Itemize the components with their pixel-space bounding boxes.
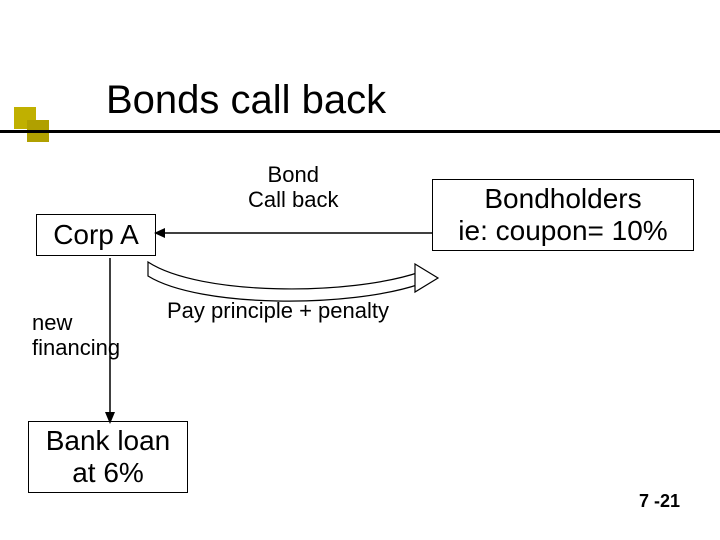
node-bankloan: Bank loan at 6%	[28, 421, 188, 493]
node-bondholders-line2: ie: coupon= 10%	[458, 215, 667, 247]
node-bankloan-line2: at 6%	[72, 457, 144, 489]
title-underline	[0, 130, 720, 133]
node-bondholders: Bondholders ie: coupon= 10%	[432, 179, 694, 251]
label-new-financing: new financing	[32, 310, 120, 361]
label-new-financing-line2: financing	[32, 335, 120, 360]
slide-title: Bonds call back	[106, 78, 386, 123]
label-bond-callback: Bond Call back	[248, 162, 338, 213]
slide-canvas: Bonds call back Corp A Bondholders ie: c…	[0, 0, 720, 540]
node-corp-a-text: Corp A	[53, 219, 139, 251]
slide-number: 7 -21	[639, 491, 680, 512]
node-corp-a: Corp A	[36, 214, 156, 256]
node-bankloan-line1: Bank loan	[46, 425, 171, 457]
arrow-pay-curve	[148, 262, 420, 301]
label-bond-callback-line2: Call back	[248, 187, 338, 212]
label-pay-principle: Pay principle + penalty	[167, 298, 389, 323]
label-new-financing-line1: new	[32, 310, 120, 335]
node-bondholders-line1: Bondholders	[484, 183, 641, 215]
label-bond-callback-line1: Bond	[248, 162, 338, 187]
arrow-pay-head	[415, 264, 438, 292]
